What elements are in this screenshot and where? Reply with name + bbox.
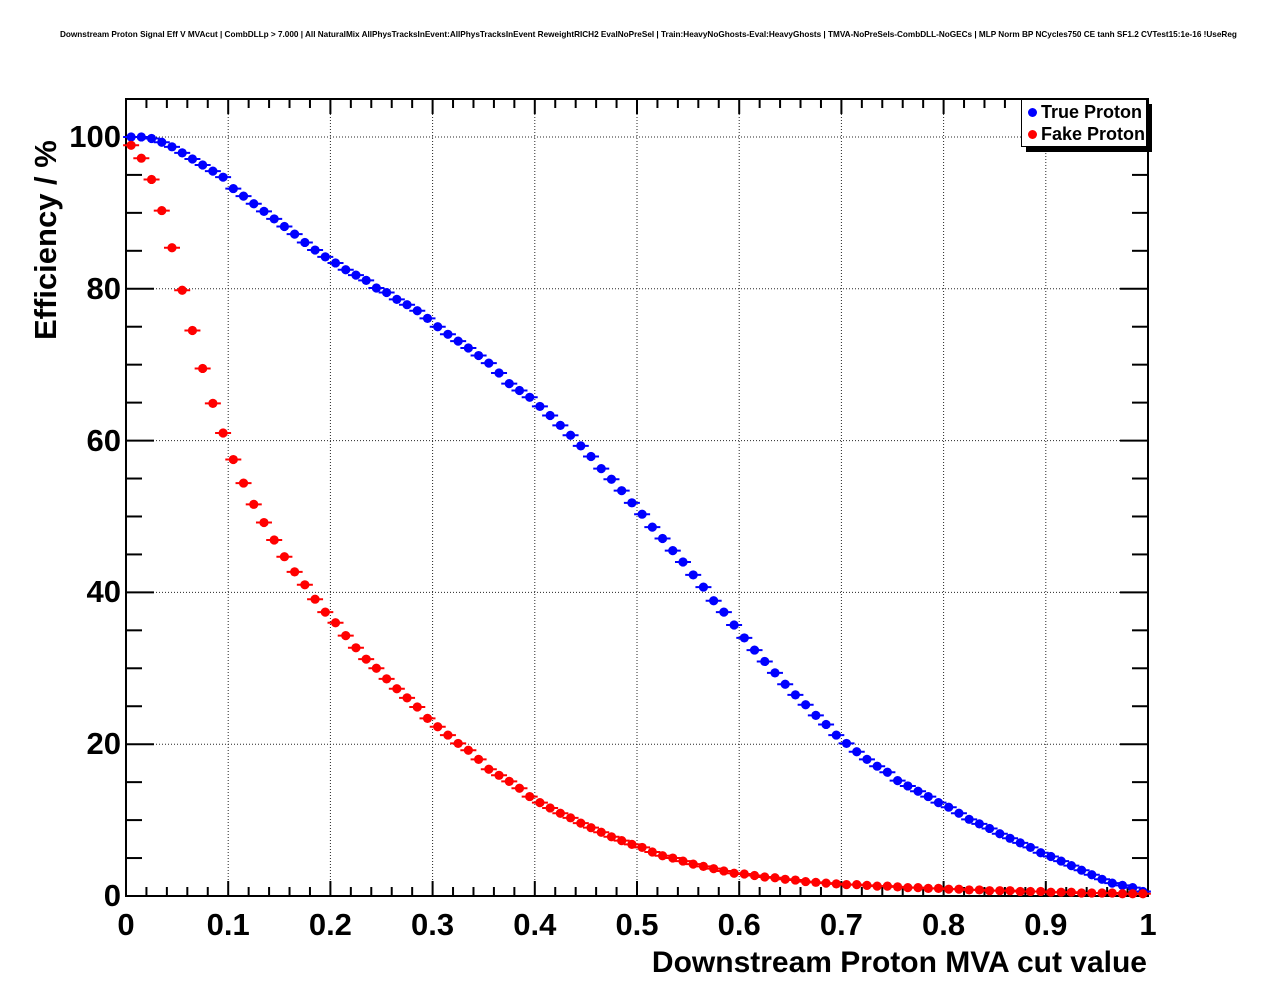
legend-marker-icon: [1028, 107, 1037, 117]
series-fake-proton: [123, 140, 1151, 899]
x-tick-label: 0.7: [819, 907, 863, 942]
y-tick-label: 20: [86, 726, 121, 762]
x-tick-label: 0.5: [615, 907, 659, 942]
x-tick-label: 0.1: [206, 907, 250, 942]
legend-entry-label: True Proton: [1041, 102, 1143, 122]
y-tick-label: 80: [86, 270, 121, 306]
gridlines: [126, 99, 1148, 896]
x-tick-label: 0.3: [411, 907, 455, 942]
axis-ticks: [125, 99, 1149, 897]
legend-marker-icon: [1028, 129, 1037, 139]
y-tick-label: 40: [86, 574, 121, 610]
x-tick-label: 0: [117, 907, 135, 942]
legend-entry-label: Fake Proton: [1041, 124, 1146, 144]
y-axis-title: Efficiency / %: [28, 140, 63, 340]
x-tick-label: 1: [1139, 907, 1157, 942]
plot-title: Downstream Proton Signal Eff V MVAcut | …: [60, 30, 1237, 39]
legend: True Proton Fake Proton: [1021, 99, 1147, 147]
x-axis-title: Downstream Proton MVA cut value: [651, 946, 1147, 979]
y-tick-label: 0: [103, 878, 121, 913]
plot-frame: [125, 98, 1149, 897]
legend-entry: Fake Proton: [1022, 123, 1146, 145]
y-tick-label: 100: [69, 118, 121, 154]
x-tick-label: 0.9: [1024, 907, 1068, 942]
x-tick-label: 0.4: [513, 907, 557, 942]
x-tick-label: 0.6: [717, 907, 761, 942]
y-tick-label: 60: [86, 422, 121, 458]
x-tick-label: 0.8: [922, 907, 966, 942]
legend-entry: True Proton: [1022, 101, 1146, 123]
x-tick-label: 0.2: [308, 907, 352, 942]
